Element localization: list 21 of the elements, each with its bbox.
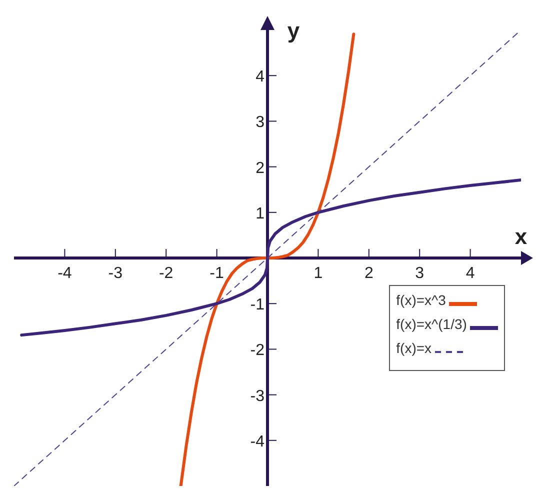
x-tick-label: 3 (415, 265, 424, 282)
y-axis-title: y (287, 18, 300, 43)
y-tick-label: -3 (250, 388, 265, 405)
x-tick-label: -2 (158, 265, 174, 282)
x-tick-label: -4 (58, 265, 72, 282)
y-tick-label: -4 (250, 433, 265, 450)
x-tick-label: 2 (364, 265, 374, 282)
x-tick-label: 1 (314, 265, 323, 282)
y-tick-label: -2 (250, 342, 265, 360)
x-tick-label: -1 (210, 265, 224, 282)
x-tick-label: -3 (108, 265, 123, 282)
x-axis-title: x (514, 224, 528, 249)
y-tick-label: -1 (250, 296, 265, 314)
y-tick-label: 2 (256, 160, 265, 177)
legend-label: f(x)=x^3 (396, 292, 446, 308)
x-tick-label: 4 (466, 265, 475, 282)
y-tick-label: 3 (256, 114, 265, 132)
y-tick-label: 4 (256, 68, 265, 86)
legend-label: f(x)=x (396, 340, 432, 356)
y-tick-label: 1 (256, 205, 265, 222)
legend-label: f(x)=x^(1/3) (396, 316, 467, 332)
